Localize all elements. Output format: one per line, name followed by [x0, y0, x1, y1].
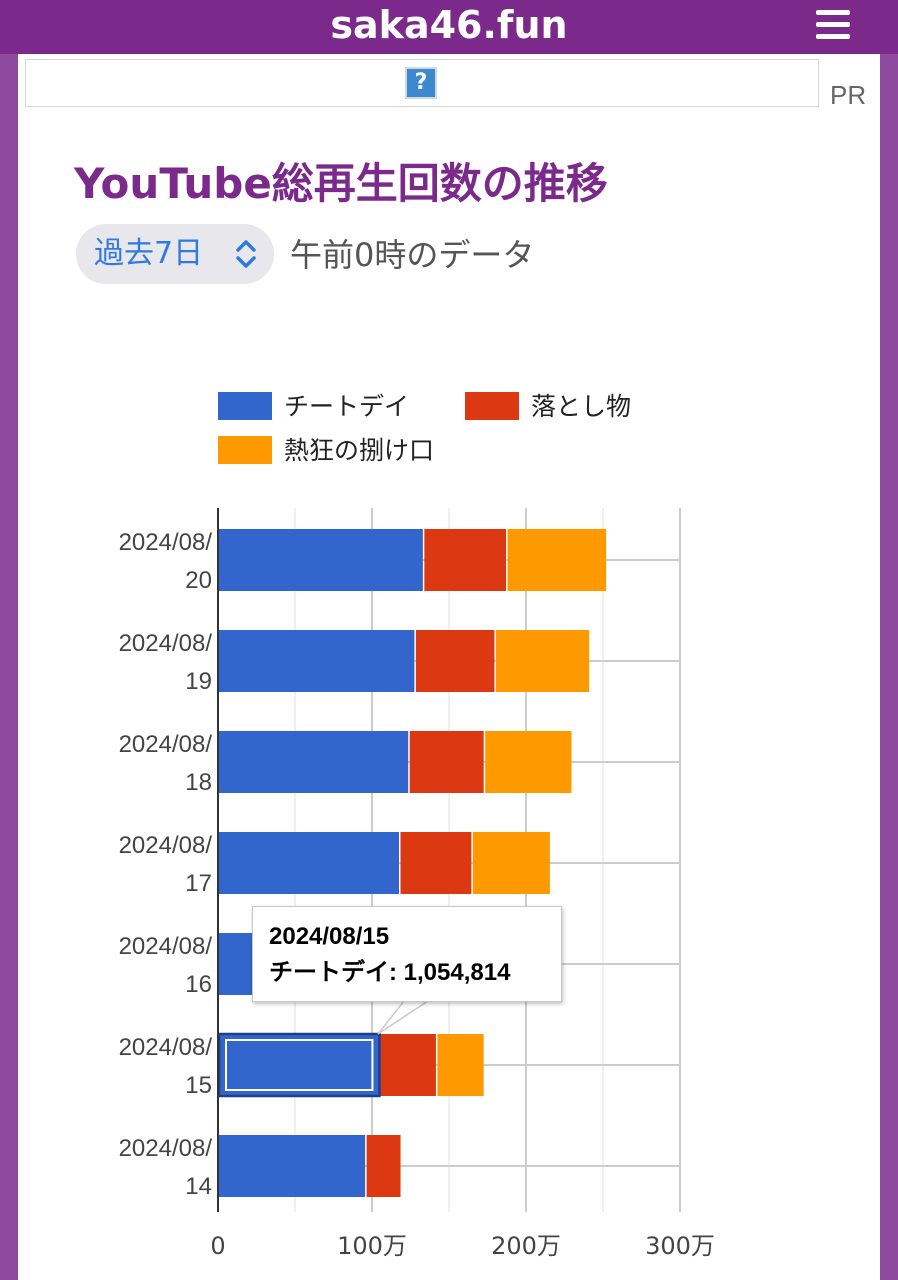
tooltip-date: 2024/08/15	[269, 923, 390, 950]
highlight-bar-inner	[225, 1039, 374, 1091]
bar-1-2024/08/20	[218, 529, 423, 591]
bar-2-2024/08/18	[409, 731, 484, 793]
bar-2-2024/08/20	[424, 529, 507, 591]
data-time-note: 午前0時のデータ	[290, 236, 535, 274]
x-tick-label: 300万	[645, 1232, 715, 1260]
x-tick-label: 0	[210, 1232, 225, 1260]
x-tick-label: 100万	[337, 1232, 407, 1260]
legend-swatch	[218, 392, 272, 420]
category-label: 2024/08/	[119, 1034, 213, 1061]
legend-swatch	[465, 392, 519, 420]
legend-label: チートデイ	[284, 392, 409, 421]
x-tick-label: 200万	[491, 1232, 561, 1260]
category-label: 2024/08/	[119, 1135, 213, 1162]
bar-3-2024/08/19	[495, 630, 590, 692]
category-label: 16	[185, 971, 212, 998]
bar-3-2024/08/18	[485, 731, 572, 793]
bar-2-2024/08/19	[415, 630, 495, 692]
category-label: 2024/08/	[119, 731, 213, 758]
category-label: 2024/08/	[119, 832, 213, 859]
category-label: 2024/08/	[119, 933, 213, 960]
period-select-value: 過去7日	[94, 236, 204, 271]
section-title: YouTube総再生回数の推移	[74, 159, 608, 208]
ad-placeholder-icon: ?	[405, 67, 437, 99]
main-content: ? PR YouTube総再生回数の推移 過去7日 午前0時のデータ 2024/…	[18, 54, 880, 1280]
site-title[interactable]: saka46.fun	[330, 3, 568, 47]
bar-1-2024/08/17	[218, 832, 399, 894]
category-label: 20	[185, 567, 212, 594]
pr-label: PR	[830, 80, 867, 110]
chart-tooltip: 2024/08/15 チートデイ: 1,054,814	[252, 906, 562, 1002]
chevron-up-down-icon	[236, 240, 256, 268]
category-label: 17	[185, 870, 212, 897]
bar-2-2024/08/15	[380, 1034, 436, 1096]
bar-3-2024/08/20	[507, 529, 607, 591]
category-label: 18	[185, 769, 212, 796]
category-label: 2024/08/	[119, 529, 213, 556]
ad-banner[interactable]: ?	[25, 59, 819, 107]
bar-1-2024/08/18	[218, 731, 409, 793]
legend-label: 熱狂の捌け口	[284, 436, 434, 465]
top-bar	[0, 0, 898, 54]
bar-3-2024/08/17	[472, 832, 550, 894]
category-label: 19	[185, 668, 212, 695]
legend-label: 落とし物	[531, 392, 631, 421]
views-stacked-bar-chart: 2024/08/20 2024/08/19 2024/08/18 2024/08/17…	[119, 392, 715, 1260]
legend-swatch	[218, 436, 272, 464]
tooltip-tail	[377, 1000, 431, 1035]
bar-3-2024/08/15	[437, 1034, 484, 1096]
category-label: 14	[185, 1173, 212, 1200]
tooltip-value: チートデイ: 1,054,814	[269, 959, 511, 986]
category-label: 15	[185, 1072, 212, 1099]
period-select[interactable]: 過去7日	[76, 224, 274, 284]
bar-2-2024/08/14	[366, 1135, 401, 1197]
bar-1-2024/08/14	[218, 1135, 366, 1197]
bar-1-2024/08/19	[218, 630, 415, 692]
hamburger-menu-icon[interactable]	[816, 10, 850, 40]
bar-2-2024/08/17	[400, 832, 472, 894]
category-label: 2024/08/	[119, 630, 213, 657]
bar-1-2024/08/15	[218, 1034, 379, 1096]
